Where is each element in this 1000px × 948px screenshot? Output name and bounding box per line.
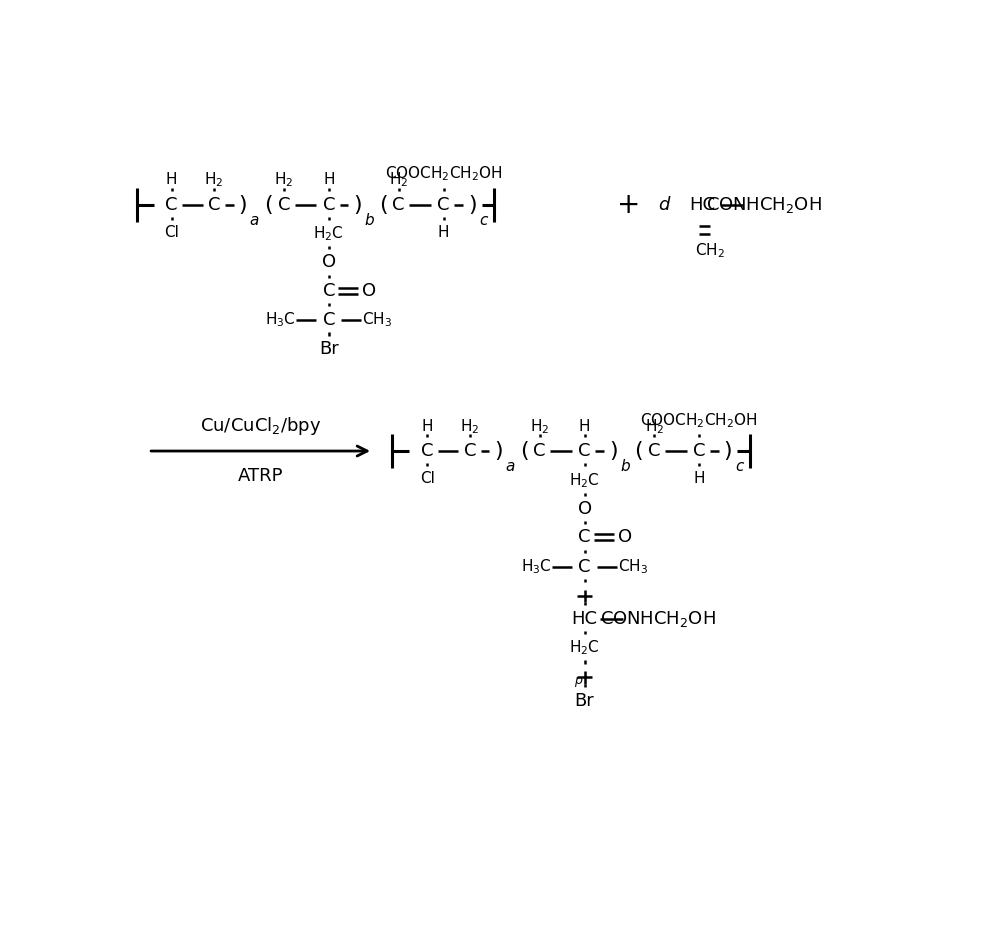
Text: C: C — [165, 195, 178, 213]
Text: H$_2$C: H$_2$C — [569, 639, 600, 658]
Text: COOCH$_2$CH$_2$OH: COOCH$_2$CH$_2$OH — [640, 410, 758, 429]
Text: CONHCH$_2$OH: CONHCH$_2$OH — [706, 194, 822, 214]
Text: H$_2$: H$_2$ — [274, 171, 294, 190]
Text: H$_2$: H$_2$ — [530, 417, 549, 436]
Text: COOCH$_2$CH$_2$OH: COOCH$_2$CH$_2$OH — [385, 164, 502, 183]
Text: ): ) — [724, 441, 732, 461]
Text: C: C — [421, 442, 434, 460]
Text: ATRP: ATRP — [238, 466, 283, 484]
Text: C: C — [464, 442, 476, 460]
Text: O: O — [618, 528, 632, 546]
Text: H$_2$: H$_2$ — [460, 417, 480, 436]
Text: Cl: Cl — [420, 471, 435, 486]
Text: C: C — [278, 195, 290, 213]
Text: CONHCH$_2$OH: CONHCH$_2$OH — [600, 609, 716, 629]
Text: H$_2$: H$_2$ — [389, 171, 408, 190]
Text: C: C — [323, 311, 335, 329]
Text: ): ) — [609, 441, 618, 461]
Text: (: ( — [520, 441, 528, 461]
Text: C: C — [648, 442, 661, 460]
Text: ): ) — [353, 194, 362, 214]
Text: +: + — [617, 191, 640, 219]
Text: (: ( — [379, 194, 387, 214]
Text: H: H — [422, 419, 433, 434]
Text: H$_2$: H$_2$ — [204, 171, 224, 190]
Text: ): ) — [238, 194, 247, 214]
Text: HC: HC — [689, 195, 715, 213]
Text: b: b — [364, 212, 374, 228]
Text: Cu/CuCl$_2$/bpy: Cu/CuCl$_2$/bpy — [200, 415, 321, 437]
Text: Cl: Cl — [164, 225, 179, 240]
Text: c: c — [735, 459, 744, 474]
Text: C: C — [437, 195, 450, 213]
Text: H$_3$C: H$_3$C — [521, 557, 552, 575]
Text: ): ) — [468, 194, 477, 214]
Text: d: d — [658, 195, 669, 213]
Text: CH$_2$: CH$_2$ — [695, 242, 725, 260]
Text: CH$_3$: CH$_3$ — [362, 311, 392, 330]
Text: a: a — [505, 459, 515, 474]
Text: H: H — [323, 173, 335, 188]
Text: H$_2$C: H$_2$C — [569, 471, 600, 489]
Text: p: p — [574, 674, 582, 687]
Text: C: C — [392, 195, 405, 213]
Text: C: C — [578, 442, 591, 460]
Text: H$_2$: H$_2$ — [645, 417, 664, 436]
Text: C: C — [208, 195, 220, 213]
Text: HC: HC — [572, 610, 598, 628]
Text: H: H — [694, 471, 705, 486]
Text: CH$_3$: CH$_3$ — [618, 557, 648, 575]
Text: Br: Br — [575, 691, 594, 709]
Text: O: O — [362, 282, 376, 300]
Text: ): ) — [494, 441, 503, 461]
Text: H$_3$C: H$_3$C — [265, 311, 296, 330]
Text: O: O — [322, 253, 336, 271]
Text: b: b — [620, 459, 630, 474]
Text: C: C — [533, 442, 546, 460]
Text: H: H — [579, 419, 590, 434]
Text: H: H — [438, 225, 449, 240]
Text: C: C — [578, 557, 591, 575]
Text: (: ( — [264, 194, 273, 214]
Text: c: c — [480, 212, 488, 228]
Text: H: H — [166, 173, 177, 188]
Text: C: C — [323, 195, 335, 213]
Text: C: C — [323, 282, 335, 300]
Text: a: a — [250, 212, 259, 228]
Text: C: C — [578, 528, 591, 546]
Text: H$_2$C: H$_2$C — [313, 225, 344, 244]
Text: (: ( — [635, 441, 643, 461]
Text: C: C — [693, 442, 706, 460]
Text: O: O — [578, 500, 592, 518]
Text: Br: Br — [319, 340, 339, 358]
